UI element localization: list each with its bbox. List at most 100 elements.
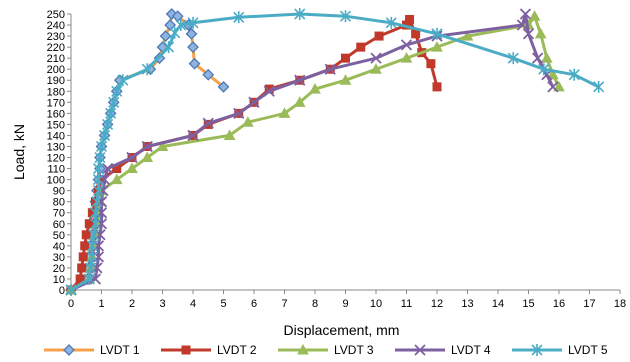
data-point: [540, 52, 553, 63]
y-tick-label: 60: [53, 219, 65, 231]
data-point: [92, 162, 105, 175]
series-line: [69, 12, 555, 292]
data-point: [77, 263, 87, 273]
y-tick-label: 190: [47, 75, 65, 87]
data-point: [233, 11, 245, 24]
y-tick-label: 130: [47, 141, 65, 153]
data-point: [86, 239, 98, 252]
legend-item: LVDT 1: [44, 343, 140, 357]
x-axis-ticks: 0 1 2 3 4 5 6 7 8 9 10 11 12 13 14 15 16 17 18: [68, 290, 626, 310]
data-point: [534, 27, 547, 39]
y-tick-label: 50: [53, 230, 65, 242]
data-point: [293, 96, 306, 107]
data-point: [175, 19, 187, 32]
legend-label: LVDT 4: [451, 343, 491, 357]
data-point: [400, 39, 413, 51]
y-tick-label: 70: [53, 208, 65, 220]
x-tick-label: 5: [220, 298, 226, 310]
data-point: [553, 80, 565, 92]
data-point: [547, 68, 559, 80]
data-point: [108, 96, 120, 109]
data-point: [538, 63, 550, 76]
x-tick-label: 13: [461, 298, 473, 310]
x-tick-label: 8: [312, 298, 318, 310]
data-point: [324, 63, 336, 75]
y-tick-label: 210: [47, 53, 65, 65]
legend-marker: [531, 344, 543, 356]
x-tick-label: 0: [68, 298, 74, 310]
legend-item: LVDT 4: [395, 343, 491, 357]
x-tick-label: 15: [522, 298, 534, 310]
x-tick-label: 6: [251, 298, 257, 310]
y-tick-label: 150: [47, 119, 65, 131]
y-tick-label: 0: [59, 285, 65, 297]
data-point: [202, 68, 215, 81]
data-point: [126, 162, 138, 174]
data-point: [187, 16, 199, 29]
x-tick-label: 1: [98, 298, 104, 310]
legend-label: LVDT 5: [568, 343, 608, 357]
y-tick-label: 140: [47, 130, 65, 142]
data-point: [169, 26, 181, 39]
data-point: [164, 19, 177, 31]
data-point: [185, 27, 198, 40]
data-point: [81, 230, 91, 240]
data-point: [163, 41, 175, 54]
y-tick-label: 180: [47, 86, 65, 98]
data-point: [242, 116, 254, 127]
data-point: [223, 129, 236, 140]
legend-label: LVDT 1: [100, 343, 140, 357]
x-tick-label: 2: [129, 298, 135, 310]
data-point: [532, 52, 544, 64]
x-tick-label: 14: [492, 298, 504, 310]
series-line: [69, 18, 439, 292]
data-point: [156, 140, 169, 151]
data-point: [92, 173, 105, 186]
x-tick-label: 11: [401, 298, 412, 310]
legend-label: LVDT 2: [217, 343, 257, 357]
data-point: [89, 206, 101, 219]
y-tick-label: 90: [53, 186, 65, 198]
x-tick-label: 17: [583, 298, 595, 310]
y-tick-label: 100: [47, 175, 65, 187]
x-axis-title: Displacement, mm: [284, 322, 400, 338]
data-point: [431, 41, 443, 52]
y-tick-label: 10: [53, 274, 65, 286]
data-point: [519, 8, 532, 20]
data-point: [94, 151, 106, 164]
data-point: [374, 31, 384, 41]
legend-marker: [414, 344, 426, 356]
x-tick-label: 16: [553, 298, 565, 310]
data-point: [95, 140, 108, 153]
data-point: [339, 74, 352, 85]
legend-label: LVDT 3: [334, 343, 374, 357]
data-point: [92, 184, 105, 197]
data-point: [248, 96, 260, 108]
data-point: [356, 42, 366, 52]
x-tick-label: 12: [431, 298, 443, 310]
y-tick-label: 30: [53, 252, 65, 264]
data-point: [84, 219, 94, 229]
data-point: [233, 107, 245, 119]
y-tick-label: 220: [47, 42, 65, 54]
legend-item: LVDT 2: [161, 343, 257, 357]
y-tick-label: 250: [47, 9, 65, 21]
data-point: [431, 27, 443, 40]
x-tick-label: 10: [370, 298, 382, 310]
y-axis-ticks: 0102030405060708090100110120130140150160…: [47, 9, 71, 297]
x-tick-label: 7: [281, 298, 287, 310]
series-5: [65, 8, 605, 296]
y-tick-label: 160: [47, 108, 65, 120]
y-tick-label: 200: [47, 64, 65, 76]
data-point: [188, 57, 201, 70]
series-2: [66, 15, 442, 295]
data-point: [405, 15, 415, 25]
data-point: [91, 195, 103, 208]
data-point: [159, 30, 172, 42]
data-point: [98, 129, 111, 142]
series-layer: [65, 8, 605, 296]
legend-marker: [63, 344, 75, 356]
data-point: [202, 117, 214, 129]
data-point: [217, 80, 230, 93]
data-point: [339, 10, 352, 23]
